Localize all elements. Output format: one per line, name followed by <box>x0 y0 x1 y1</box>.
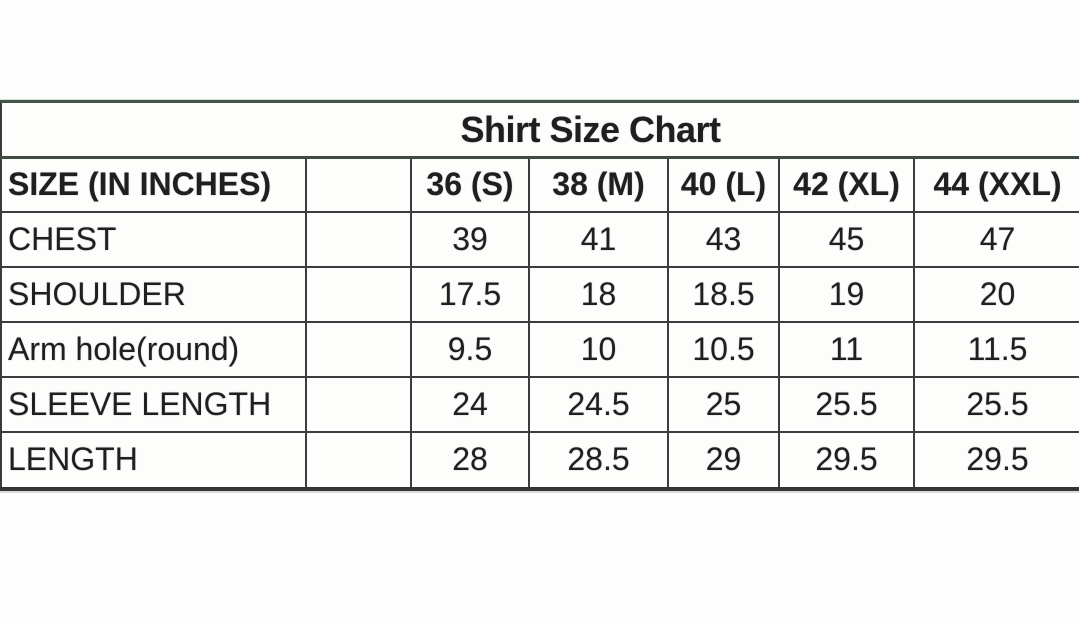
shirt-size-table: Shirt Size Chart SIZE (IN INCHES) 36 (S)… <box>0 100 1079 491</box>
row-label: Arm hole(round) <box>1 321 306 378</box>
column-header-36-s: 36 (S) <box>410 157 529 213</box>
empty-cell <box>305 376 411 433</box>
empty-cell <box>305 266 411 323</box>
value-cell: 43 <box>667 211 779 268</box>
value-cell: 28 <box>410 431 529 490</box>
empty-cell <box>305 211 411 268</box>
empty-cell <box>305 431 411 490</box>
value-cell: 25.5 <box>778 376 914 433</box>
row-label: CHEST <box>1 211 306 268</box>
value-cell: 19 <box>778 266 914 323</box>
value-cell: 45 <box>778 211 914 268</box>
value-cell: 24 <box>410 376 529 433</box>
table-row-chest: CHEST 39 41 43 45 47 <box>1 211 1079 268</box>
value-cell: 24.5 <box>528 376 668 433</box>
row-label: SHOULDER <box>1 266 306 323</box>
value-cell: 39 <box>410 211 529 268</box>
column-header-38-m: 38 (M) <box>528 157 668 213</box>
value-cell: 41 <box>528 211 668 268</box>
value-cell: 29.5 <box>912 431 1079 490</box>
row-label: LENGTH <box>1 431 306 490</box>
value-cell: 11 <box>778 321 914 378</box>
empty-cell <box>305 321 411 378</box>
value-cell: 18.5 <box>667 266 779 323</box>
column-header-42-xl: 42 (XL) <box>778 157 914 213</box>
table-row-shoulder: SHOULDER 17.5 18 18.5 19 20 <box>1 266 1079 323</box>
column-header-empty <box>305 157 411 213</box>
value-cell: 10.5 <box>667 321 779 378</box>
row-label: SLEEVE LENGTH <box>1 376 306 433</box>
value-cell: 47 <box>912 211 1079 268</box>
value-cell: 9.5 <box>410 321 529 378</box>
value-cell: 25 <box>667 376 779 433</box>
value-cell: 18 <box>528 266 668 323</box>
value-cell: 17.5 <box>410 266 529 323</box>
value-cell: 20 <box>912 266 1079 323</box>
table-row-arm-hole: Arm hole(round) 9.5 10 10.5 11 11.5 <box>1 321 1079 378</box>
value-cell: 11.5 <box>912 321 1079 378</box>
chart-title: Shirt Size Chart <box>1 101 1079 159</box>
value-cell: 29.5 <box>778 431 914 490</box>
value-cell: 29 <box>667 431 779 490</box>
column-header-size-in-inches: SIZE (IN INCHES) <box>1 157 306 213</box>
column-header-40-l: 40 (L) <box>667 157 779 213</box>
header-row: SIZE (IN INCHES) 36 (S) 38 (M) 40 (L) 42… <box>1 157 1079 213</box>
column-header-44-xxl: 44 (XXL) <box>912 157 1079 213</box>
table-row-sleeve-length: SLEEVE LENGTH 24 24.5 25 25.5 25.5 <box>1 376 1079 433</box>
value-cell: 25.5 <box>912 376 1079 433</box>
table-row-length: LENGTH 28 28.5 29 29.5 29.5 <box>1 431 1079 490</box>
value-cell: 10 <box>528 321 668 378</box>
value-cell: 28.5 <box>528 431 668 490</box>
